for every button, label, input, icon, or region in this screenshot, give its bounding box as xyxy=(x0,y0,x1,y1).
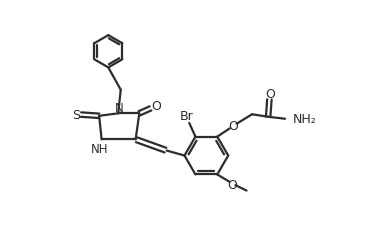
Text: S: S xyxy=(72,109,80,122)
Text: O: O xyxy=(265,87,275,100)
Text: O: O xyxy=(228,178,238,191)
Text: Br: Br xyxy=(179,110,193,122)
Text: NH₂: NH₂ xyxy=(293,113,317,126)
Text: NH: NH xyxy=(90,142,108,155)
Text: O: O xyxy=(228,120,238,132)
Text: N: N xyxy=(115,101,123,114)
Text: O: O xyxy=(151,100,161,113)
